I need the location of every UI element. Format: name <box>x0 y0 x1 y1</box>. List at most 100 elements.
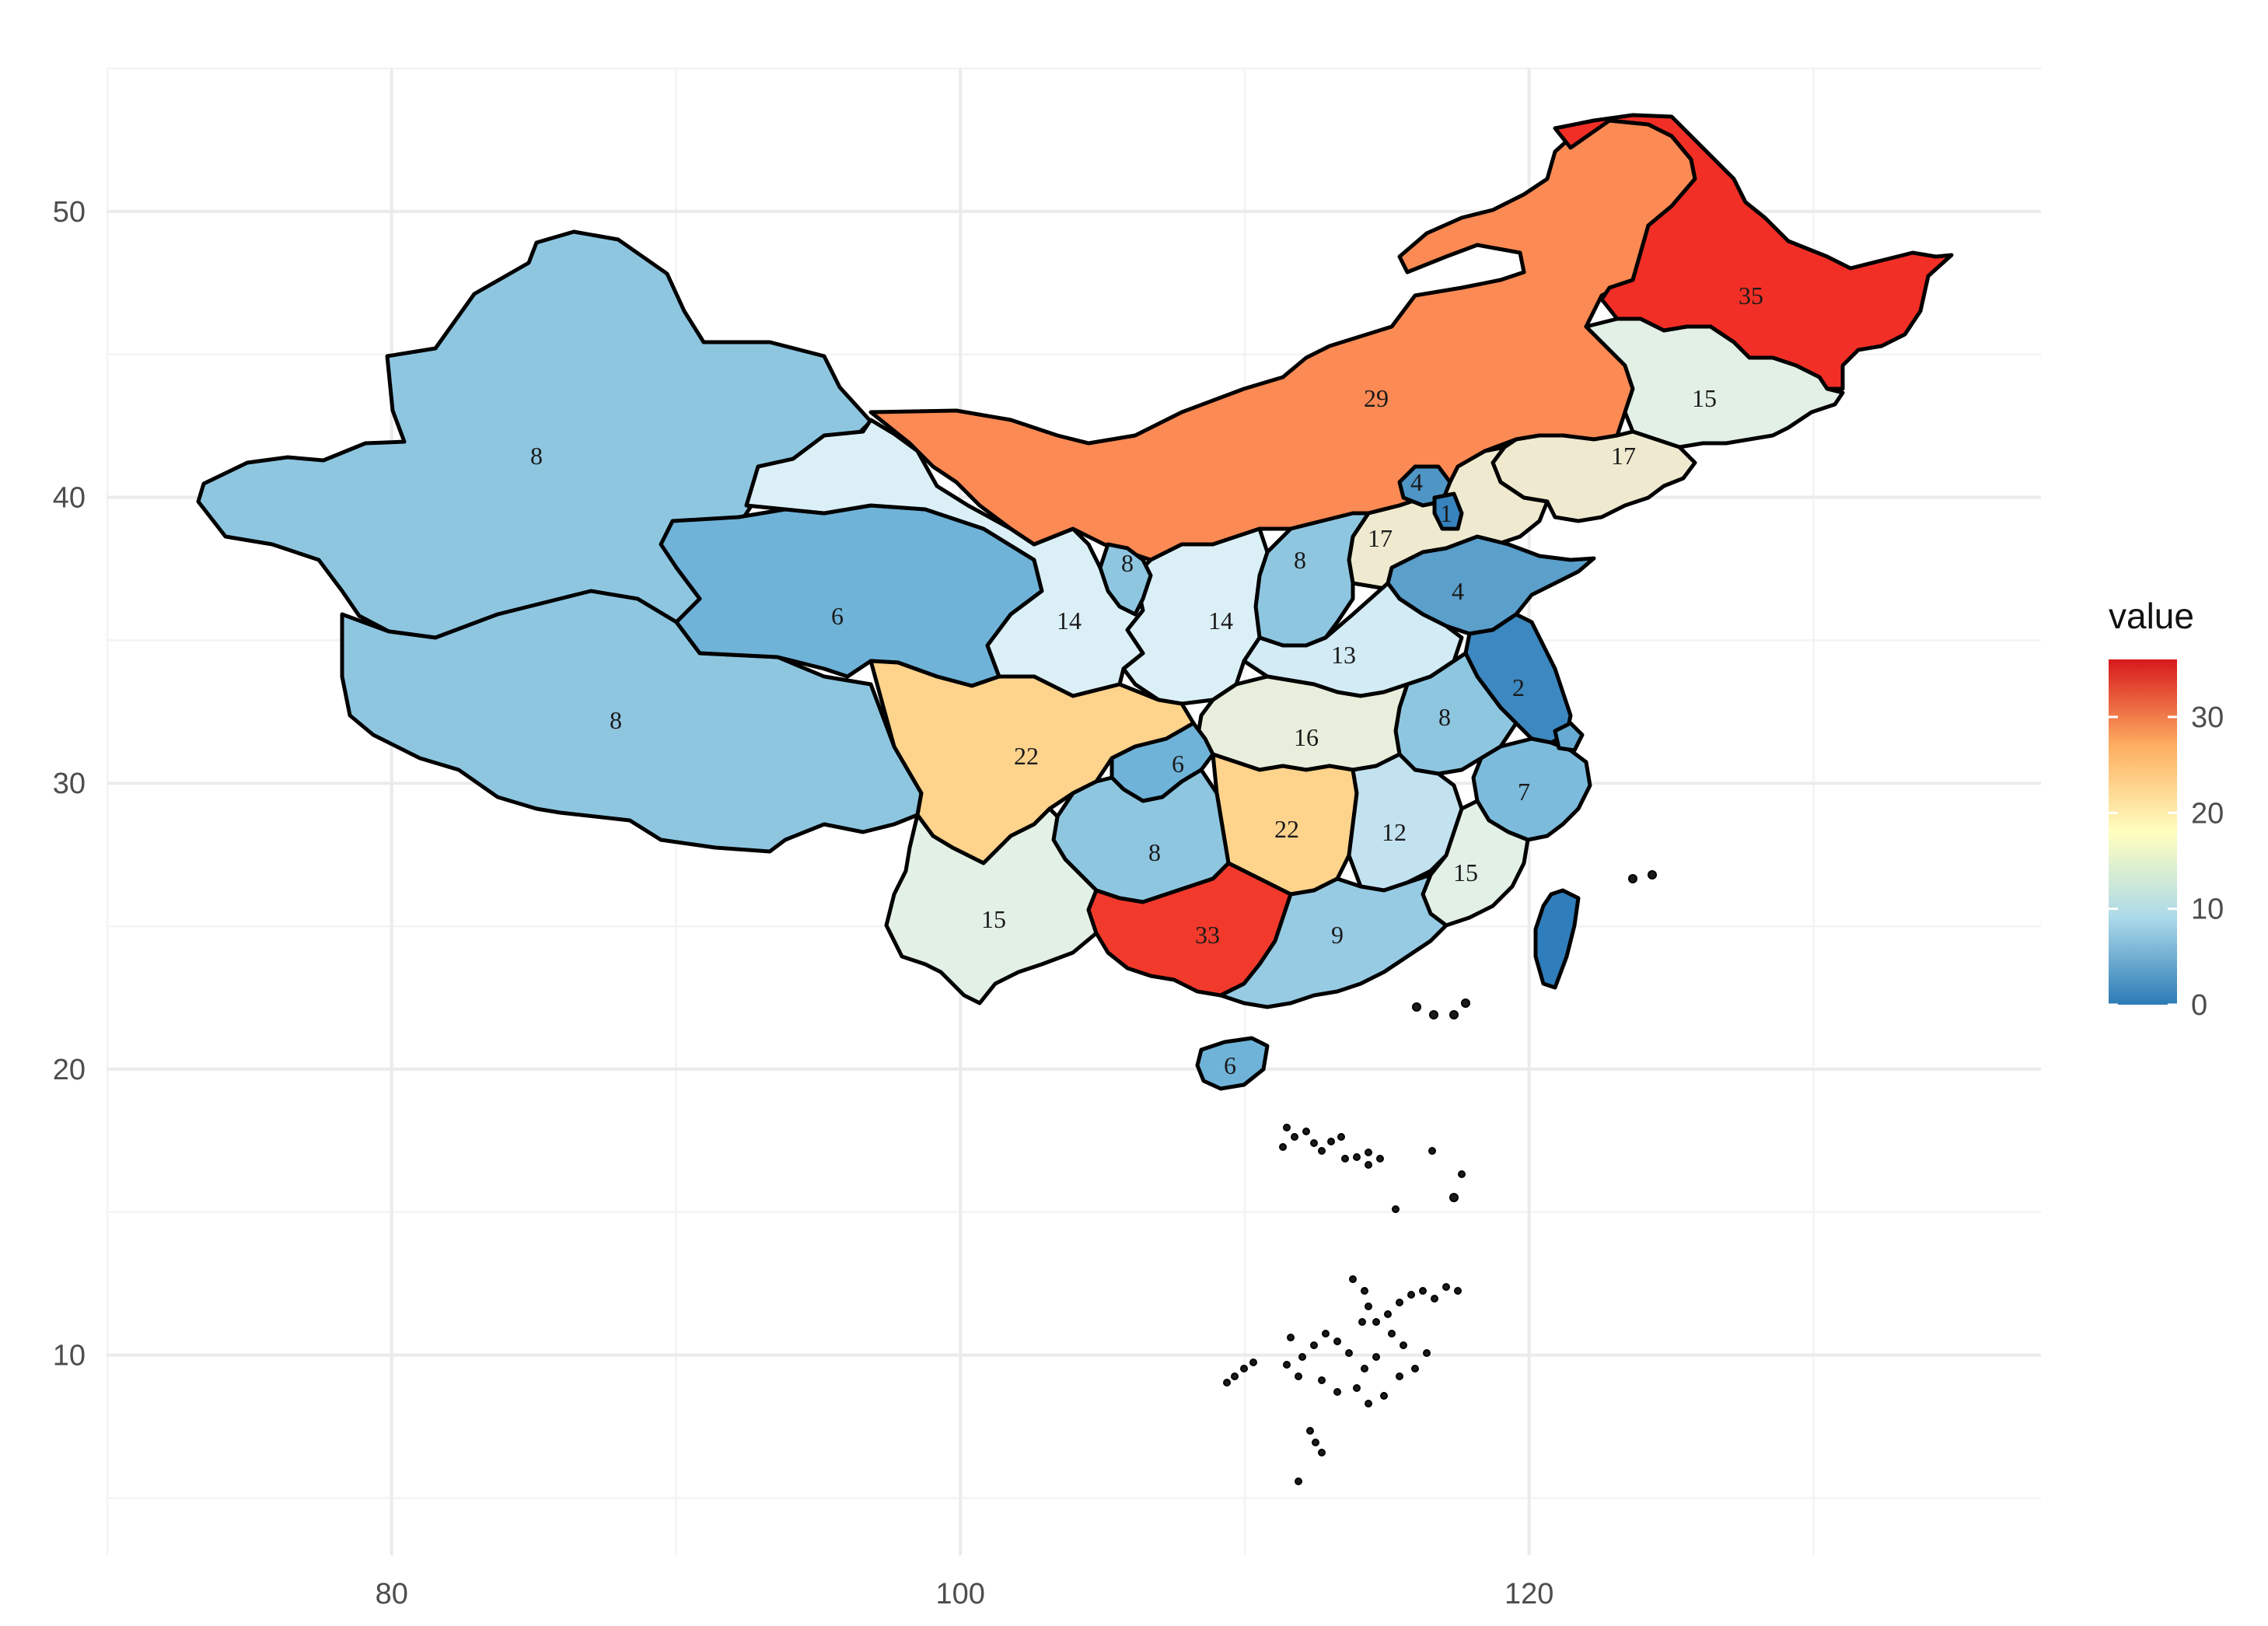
island-dot <box>1349 1275 1357 1283</box>
island-dot <box>1353 1153 1361 1161</box>
region-heilongjiang <box>1553 113 1954 391</box>
label-gansu: 14 <box>1057 607 1082 635</box>
island-dot <box>1353 1384 1361 1392</box>
legend: value 0 10 20 30 <box>2109 596 2224 1022</box>
island-dot <box>1333 1388 1341 1396</box>
island-dot <box>1322 1330 1330 1338</box>
island-dot <box>1648 870 1657 879</box>
label-tianjin: 1 <box>1440 499 1452 527</box>
legend-ticks: 0 10 20 30 <box>2109 701 2224 1022</box>
island-dot <box>1376 1155 1384 1163</box>
label-xinjiang: 8 <box>530 442 543 470</box>
label-jiangsu: 2 <box>1512 673 1525 701</box>
island-dot <box>1337 1133 1345 1141</box>
island-dot <box>1341 1155 1349 1163</box>
label-ningxia: 8 <box>1121 549 1134 577</box>
island-dot <box>1412 1002 1421 1012</box>
island-dot <box>1283 1124 1291 1131</box>
y-tick-label: 30 <box>53 768 86 800</box>
island-dot <box>1419 1287 1427 1295</box>
island-dot <box>1423 1349 1431 1357</box>
island-dot <box>1365 1303 1372 1310</box>
island-dot <box>1449 1010 1459 1019</box>
island-dot <box>1442 1283 1450 1291</box>
region-tianjin <box>1432 491 1464 531</box>
label-sichuan: 22 <box>1014 742 1039 770</box>
label-inner-mongolia: 29 <box>1364 384 1389 412</box>
island-dot <box>1365 1149 1372 1156</box>
island-dot <box>1461 998 1470 1008</box>
label-liaoning: 17 <box>1611 442 1636 470</box>
label-zhejiang: 7 <box>1518 778 1530 806</box>
island-dot <box>1302 1128 1310 1135</box>
y-tick-label: 20 <box>53 1054 86 1086</box>
island-dot <box>1295 1372 1302 1380</box>
label-hunan: 22 <box>1274 815 1299 843</box>
label-chongqing: 6 <box>1172 750 1184 778</box>
island-dot <box>1279 1143 1287 1151</box>
island-dot <box>1458 1170 1466 1178</box>
island-dot <box>1400 1341 1407 1349</box>
region-tibet <box>340 589 924 854</box>
legend-tick-label: 20 <box>2191 797 2224 830</box>
island-dot <box>1345 1349 1353 1357</box>
label-henan: 13 <box>1331 641 1356 669</box>
island-dot <box>1240 1365 1248 1372</box>
y-tick-label: 10 <box>53 1340 86 1372</box>
label-heilongjiang: 35 <box>1739 281 1763 309</box>
island-dot <box>1310 1341 1318 1349</box>
label-shaanxi: 14 <box>1208 607 1233 635</box>
island-dot <box>1392 1205 1400 1213</box>
label-shanxi: 8 <box>1294 546 1306 574</box>
legend-tick-label: 30 <box>2191 701 2224 734</box>
label-guizhou: 8 <box>1148 838 1161 866</box>
region-labels: 8 8 6 14 29 35 15 17 17 4 1 8 14 8 4 13 … <box>530 281 1763 1079</box>
island-dot <box>1429 1010 1438 1019</box>
label-qinghai: 6 <box>831 602 844 630</box>
island-dot <box>1431 1295 1438 1303</box>
island-dot <box>1396 1372 1403 1380</box>
region-guangdong <box>1218 872 1449 1009</box>
south-china-sea-islands <box>1223 870 1657 1485</box>
legend-tick-label: 10 <box>2191 893 2224 926</box>
label-guangxi: 33 <box>1195 921 1220 949</box>
island-dot <box>1361 1287 1368 1295</box>
island-dot <box>1327 1138 1335 1145</box>
region-ningxia <box>1098 542 1153 617</box>
island-dot <box>1287 1334 1295 1341</box>
island-dot <box>1380 1392 1388 1400</box>
island-dot <box>1231 1372 1239 1380</box>
island-dot <box>1449 1193 1459 1202</box>
label-hubei: 16 <box>1294 723 1319 751</box>
x-tick-label: 80 <box>376 1578 408 1610</box>
label-jiangxi: 12 <box>1382 818 1407 846</box>
island-dot <box>1396 1299 1403 1306</box>
label-shandong: 4 <box>1452 577 1464 605</box>
island-dot <box>1223 1379 1231 1386</box>
island-dot <box>1361 1365 1368 1372</box>
island-dot <box>1407 1291 1415 1299</box>
region-hainan <box>1195 1036 1270 1091</box>
x-tick-label: 120 <box>1504 1578 1553 1610</box>
legend-title: value <box>2109 596 2194 636</box>
island-dot <box>1428 1147 1436 1155</box>
island-dot <box>1388 1330 1396 1338</box>
island-dot <box>1365 1400 1372 1407</box>
island-dot <box>1411 1365 1419 1372</box>
island-dot <box>1384 1310 1392 1318</box>
label-jilin: 15 <box>1692 384 1717 412</box>
island-dot <box>1628 874 1637 883</box>
island-dot <box>1306 1427 1314 1435</box>
label-anhui: 8 <box>1438 703 1451 731</box>
island-dot <box>1291 1133 1298 1141</box>
island-dot <box>1318 1449 1326 1456</box>
island-dot <box>1312 1439 1319 1446</box>
label-tibet: 8 <box>610 706 622 734</box>
y-tick-label: 40 <box>53 482 86 515</box>
label-beijing: 4 <box>1410 468 1423 496</box>
x-tick-label: 100 <box>936 1578 985 1610</box>
island-dot <box>1318 1147 1326 1155</box>
island-dot <box>1372 1318 1380 1326</box>
island-dot <box>1318 1376 1326 1384</box>
